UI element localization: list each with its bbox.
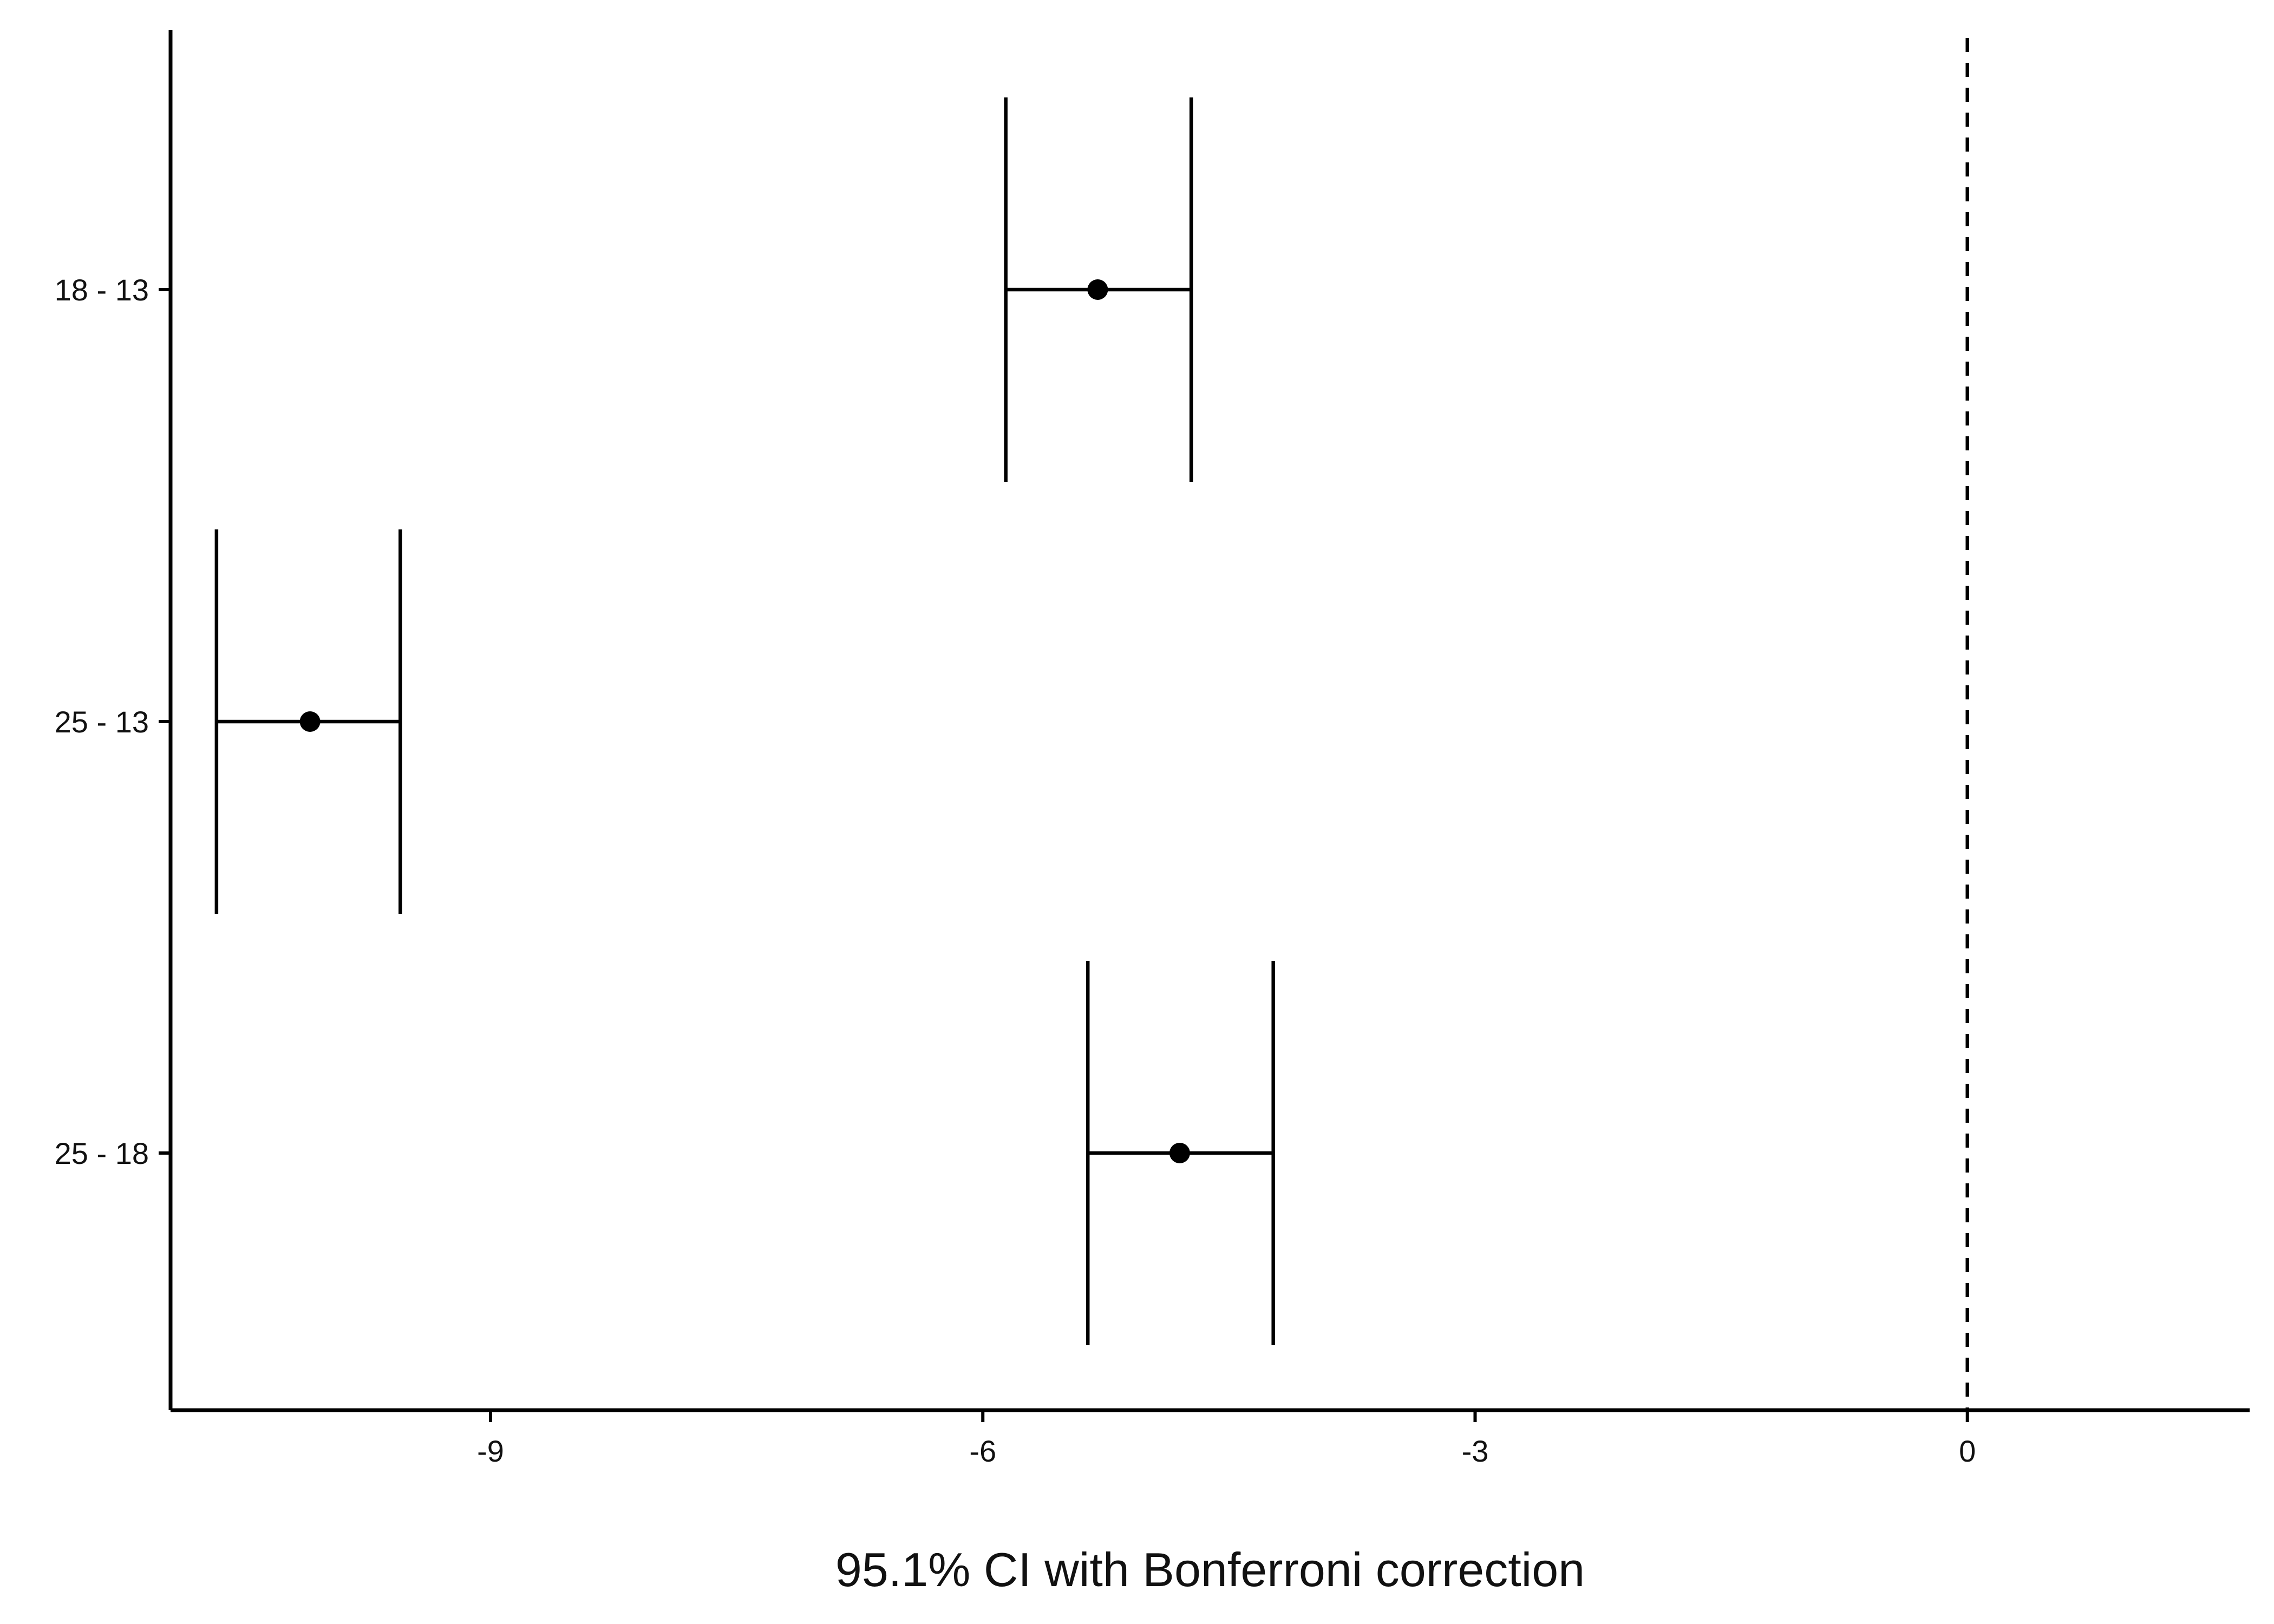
plot-area <box>214 38 1969 1410</box>
y-tick-label: 25 - 18 <box>55 1136 149 1170</box>
point-estimate <box>1169 1143 1190 1163</box>
y-tick-label: 25 - 13 <box>55 705 149 739</box>
x-axis-title: 95.1% CI with Bonferroni correction <box>835 1543 1585 1596</box>
y-tick-label: 18 - 13 <box>55 273 149 307</box>
confidence-interval-row <box>1004 97 1193 482</box>
y-axis-ticks: 18 - 13 25 - 13 25 - 18 <box>55 273 171 1170</box>
x-tick-label: -3 <box>1462 1434 1489 1468</box>
axes <box>168 30 2250 1412</box>
x-tick-label: -9 <box>477 1434 504 1468</box>
confidence-interval-row <box>214 529 402 914</box>
x-tick-label: 0 <box>1959 1434 1976 1468</box>
point-estimate <box>1087 279 1108 300</box>
x-axis-ticks: -9 -6 -3 0 <box>477 1410 1976 1468</box>
confidence-interval-row <box>1086 961 1275 1345</box>
point-estimate <box>299 711 321 732</box>
x-tick-label: -6 <box>969 1434 996 1468</box>
